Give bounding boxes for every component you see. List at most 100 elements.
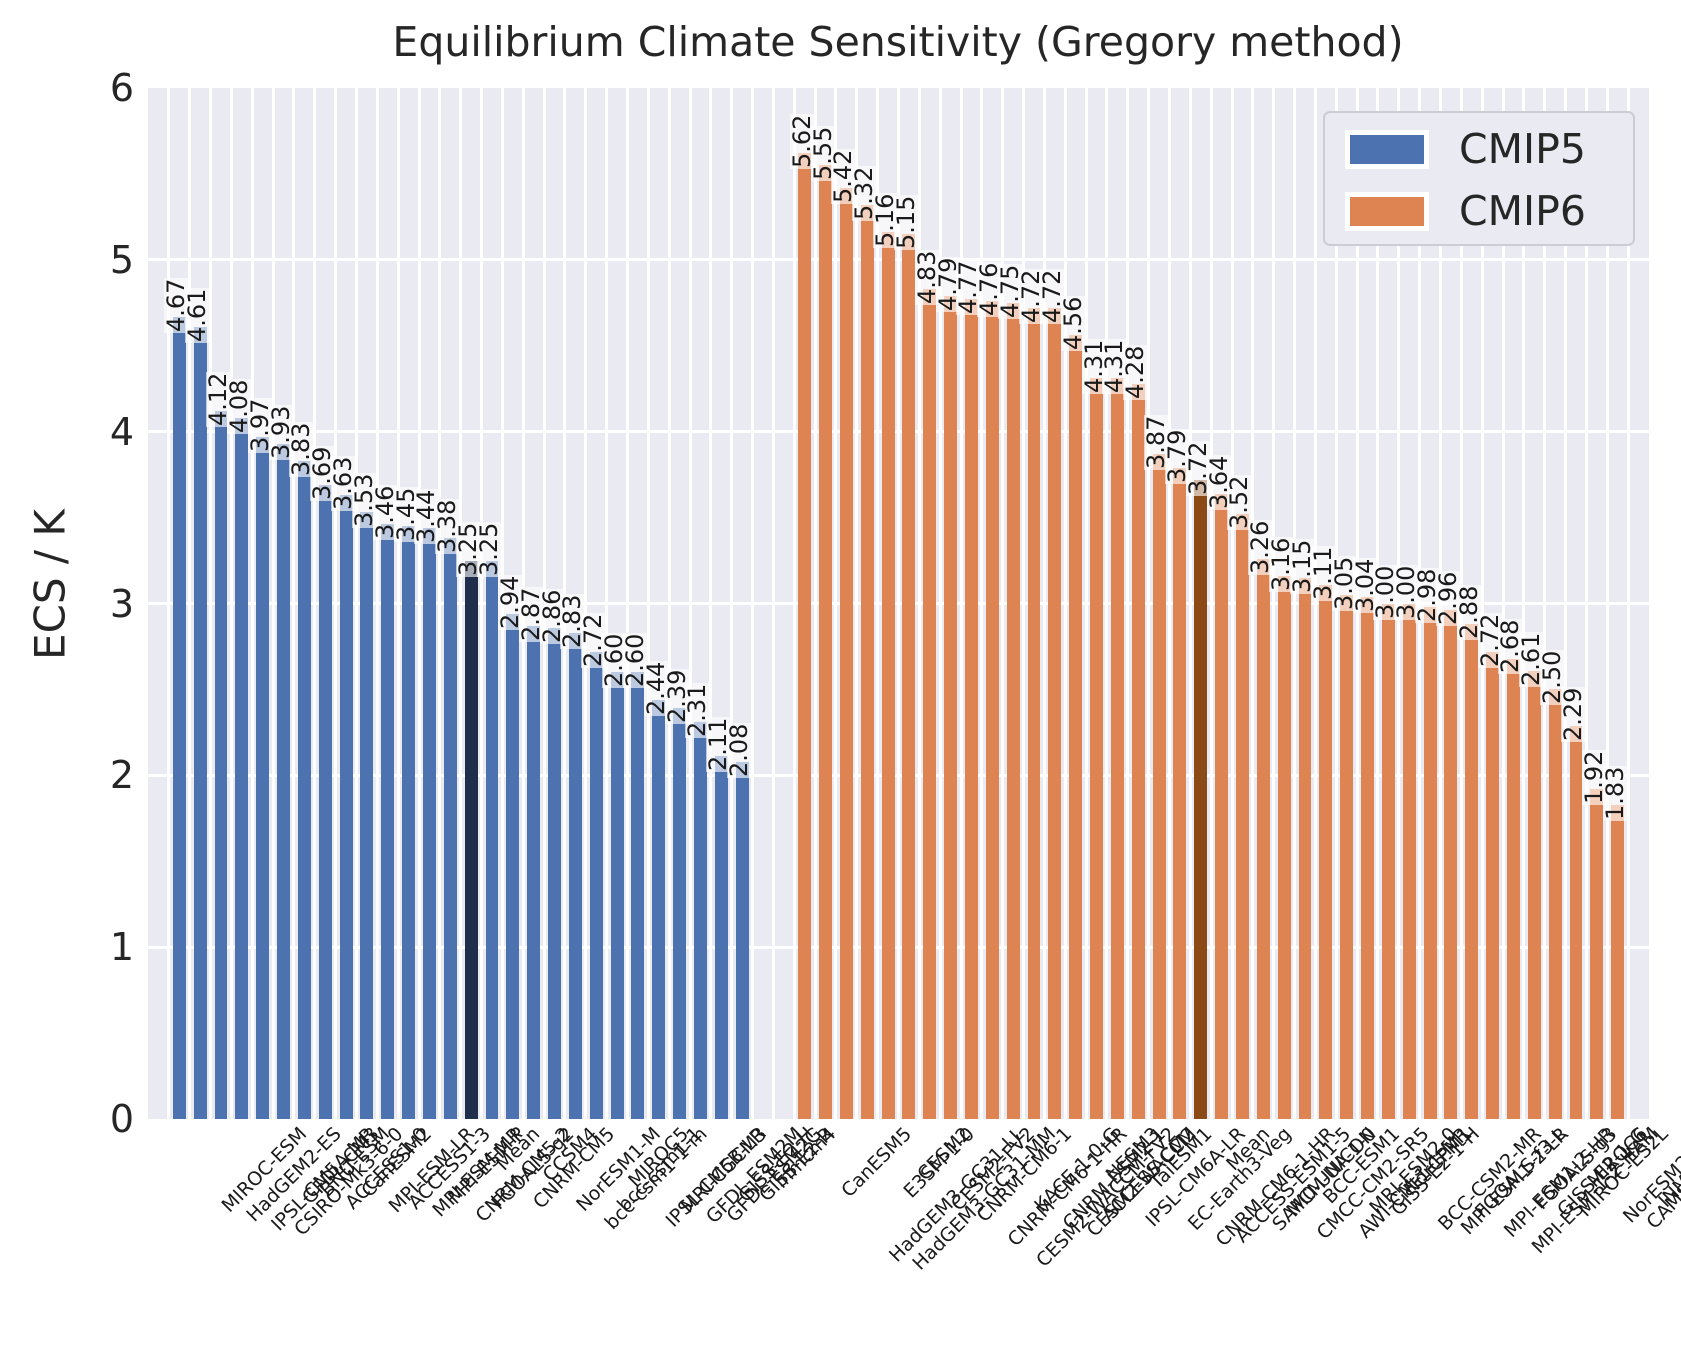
bar-cmip6-norcpm1[interactable] [1361, 596, 1375, 1119]
y-tick-label: 0 [109, 1097, 134, 1141]
gridline-vertical [1293, 88, 1297, 1119]
bar-value-label: 4.28 [1121, 344, 1150, 400]
gridline-vertical [1022, 88, 1026, 1119]
bar-cmip5-gfdl-cm3[interactable] [256, 436, 270, 1119]
bar-cmip5-giss-e2-r[interactable] [714, 756, 728, 1119]
gridline-vertical [1251, 88, 1255, 1119]
bar-cmip6-cesm2-waccm[interactable] [1027, 307, 1041, 1119]
gridline-vertical [792, 88, 796, 1119]
bar-cmip6-bcc-csm2-mr[interactable] [1381, 603, 1395, 1119]
bar-cmip5-csiro-mk3-6-0[interactable] [235, 417, 249, 1119]
gridline-vertical [1605, 88, 1609, 1119]
gridline-vertical [1001, 88, 1005, 1119]
gridline-vertical [917, 88, 921, 1119]
gridline-vertical [1501, 88, 1505, 1119]
bar-cmip5-bnu-esm[interactable] [277, 443, 290, 1119]
gridline-vertical [292, 88, 296, 1119]
bar-cmip6-hadgem3-gc31-mm[interactable] [839, 187, 853, 1119]
legend-item-cmip5: CMIP5 [1345, 129, 1586, 170]
bar-cmip5-inmcm4[interactable] [735, 761, 749, 1119]
bar-cmip6-cesm2[interactable] [881, 232, 895, 1119]
bar-cmip5-miroc5[interactable] [589, 651, 603, 1119]
bar-cmip5-mean[interactable] [464, 560, 478, 1119]
gridline-vertical [646, 88, 650, 1119]
bar-cmip6-hadgem3-gc31-ll[interactable] [819, 165, 832, 1119]
bar-cmip5-access1-0[interactable] [297, 460, 311, 1119]
bar-cmip6-mcm-ua-1-0[interactable] [1236, 514, 1249, 1119]
bar-cmip6-kace-1-0-g[interactable] [985, 301, 999, 1119]
bar-cmip5-giss-e2-h[interactable] [693, 722, 707, 1119]
bar-cmip5-mpi-esm-p[interactable] [402, 526, 416, 1119]
bar-cmip6-cnrm-cm6-1[interactable] [923, 289, 937, 1119]
bar-cmip6-bcc-esm1[interactable] [1277, 576, 1291, 1119]
bar-cmip6-miroc-es2l[interactable] [1527, 670, 1541, 1119]
bar-cmip5-gfdl-esm2m[interactable] [652, 699, 666, 1119]
gridline-vertical [1147, 88, 1151, 1119]
bar-cmip5-mpi-esm-lr[interactable] [339, 495, 353, 1119]
page-title: Equilibrium Climate Sensitivity (Gregory… [392, 18, 1404, 66]
bar-cmip5-mri-cgcm3[interactable] [631, 672, 645, 1119]
gridline-vertical [1564, 88, 1568, 1119]
bar-cmip6-awi-cm-1-1-mr[interactable] [1298, 577, 1312, 1119]
y-tick-label: 2 [109, 753, 134, 798]
legend: CMIP5 CMIP6 [1323, 111, 1635, 246]
bar-cmip5-ccsm4[interactable] [506, 613, 520, 1119]
bar-cmip6-sam0-unicon[interactable] [1215, 493, 1229, 1119]
bar-cmip6-mpi-esm-1-2-ham[interactable] [1465, 624, 1479, 1119]
bar-cmip6-mpi-esm1-2-hr[interactable] [1444, 610, 1458, 1119]
bar-cmip6-nesm3[interactable] [1069, 335, 1083, 1119]
bar-cmip6-cnrm-cm6-1-hr[interactable] [944, 295, 958, 1119]
bar-cmip6-ec-earth3-veg[interactable] [1131, 383, 1145, 1119]
bar-cmip5-cnrm-cm5[interactable] [485, 560, 499, 1119]
gridline-vertical [938, 88, 942, 1119]
legend-label-cmip5: CMIP5 [1459, 125, 1586, 173]
gridline-vertical [1188, 88, 1192, 1119]
bar-cmip6-fgoals-f3-l[interactable] [1423, 606, 1437, 1119]
y-tick-label: 3 [109, 581, 134, 626]
bar-cmip6-e3sm-1-0[interactable] [860, 204, 874, 1119]
bar-cmip6-cnrm-cm6-1-hr[interactable] [1152, 454, 1166, 1119]
gridline-vertical [354, 88, 358, 1119]
bar-cmip6-access-cm2[interactable] [1048, 307, 1062, 1119]
bar-cmip5-fgoals-g2[interactable] [443, 538, 457, 1119]
bar-cmip5-ipsl-cm5b-lr[interactable] [610, 672, 624, 1119]
bar-cmip6-taiesm1[interactable] [1110, 378, 1124, 1119]
bar-cmip5-bcc-csm1-1[interactable] [568, 632, 582, 1119]
bar-cmip6-noresm2-mm[interactable] [1569, 725, 1583, 1119]
bar-cmip5-access1-3[interactable] [360, 512, 374, 1119]
bar-cmip5-gfdl-esm2g[interactable] [673, 708, 687, 1119]
bar-cmip6-mean[interactable] [1194, 479, 1208, 1119]
bar-cmip5-ipsl-cm5a-mr[interactable] [214, 411, 228, 1119]
bar-cmip6-giss-e2-1-g[interactable] [1507, 658, 1520, 1119]
bar-cmip5-cnrm-cm5-2[interactable] [422, 527, 436, 1119]
gridline-vertical [480, 88, 484, 1119]
bar-cmip6-cnrm-esm2-1[interactable] [1006, 302, 1020, 1119]
bar-cmip6-cesm2-waccm-fv2[interactable] [965, 299, 978, 1119]
bar-cmip6-cesm2-fv2[interactable] [902, 234, 916, 1119]
bar-cmip5-hadgem2-es[interactable] [193, 326, 207, 1119]
bar-cmip6-mpi-esm1-2-lr[interactable] [1402, 603, 1416, 1119]
gridline-vertical [709, 88, 713, 1119]
gridline-vertical [209, 88, 213, 1119]
bar-cmip5-bcc-csm1-1-m[interactable] [548, 627, 561, 1119]
bar-cmip6-cams-csm1-0[interactable] [1590, 789, 1604, 1119]
gridline-vertical [1230, 88, 1234, 1119]
bar-cmip5-noresm1-m[interactable] [527, 625, 541, 1119]
gridline-vertical [688, 88, 692, 1119]
bar-cmip5-mpi-esm-mr[interactable] [381, 524, 395, 1119]
gridline-vertical [751, 88, 755, 1119]
bar-cmip6-miroc6[interactable] [1548, 689, 1562, 1119]
bar-cmip6-giss-e2-1-h[interactable] [1340, 594, 1354, 1119]
gridline-vertical [1313, 88, 1317, 1119]
bar-cmip6-cmcc-cm2-sr5[interactable] [1256, 558, 1270, 1119]
bar-cmip6-inm-cm5-0[interactable] [1611, 804, 1625, 1119]
bar-cmip5-miroc-esm[interactable] [172, 316, 186, 1119]
bar-cmip6-mri-esm2-0[interactable] [1319, 584, 1333, 1119]
bar-cmip6-access-esm1-5[interactable] [1173, 467, 1187, 1119]
bar-cmip6-ipsl-cm6a-lr[interactable] [1090, 378, 1103, 1119]
bar-cmip6-canesm5[interactable] [798, 153, 812, 1119]
bar-cmip6-fgoals-g3[interactable] [1486, 651, 1500, 1119]
gridline-vertical [834, 88, 838, 1119]
bar-value-label: 2.29 [1559, 686, 1588, 742]
bar-cmip5-canesm2[interactable] [318, 484, 332, 1119]
